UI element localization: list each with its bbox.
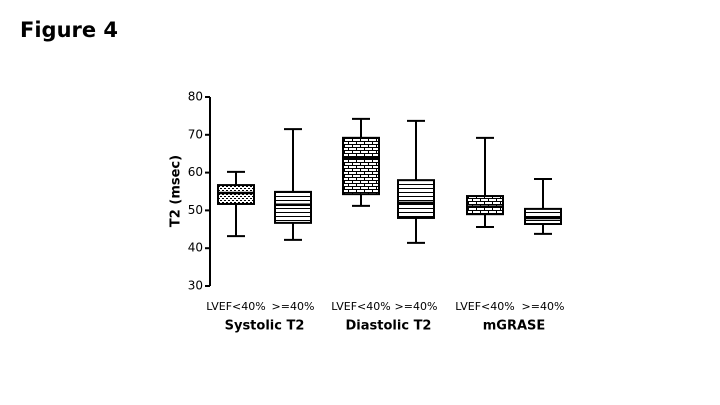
y-tick-label: 40 [188,241,203,255]
y-tick-label: 80 [188,90,203,104]
box [274,190,312,224]
group-label: Systolic T2 [225,319,305,334]
y-tick-label: 70 [188,127,203,141]
x-tick-label: LVEF<40% [331,300,390,313]
x-tick-label: >=40% [395,300,438,313]
y-tick-label: 60 [188,165,203,179]
x-tick-label: LVEF<40% [455,300,514,313]
y-tick-label: 30 [188,279,203,293]
x-tick-label: LVEF<40% [206,300,265,313]
y-tick-label: 50 [188,203,203,217]
figure-title: Figure 4 [20,18,118,42]
box [466,195,504,216]
box [342,136,380,196]
box [524,207,562,226]
box [217,184,255,205]
group-label: mGRASE [483,319,546,334]
x-tick-label: >=40% [272,300,315,313]
box [397,179,435,219]
y-axis-label: T2 (msec) [169,155,184,227]
group-label: Diastolic T2 [346,319,432,334]
x-tick-label: >=40% [522,300,565,313]
